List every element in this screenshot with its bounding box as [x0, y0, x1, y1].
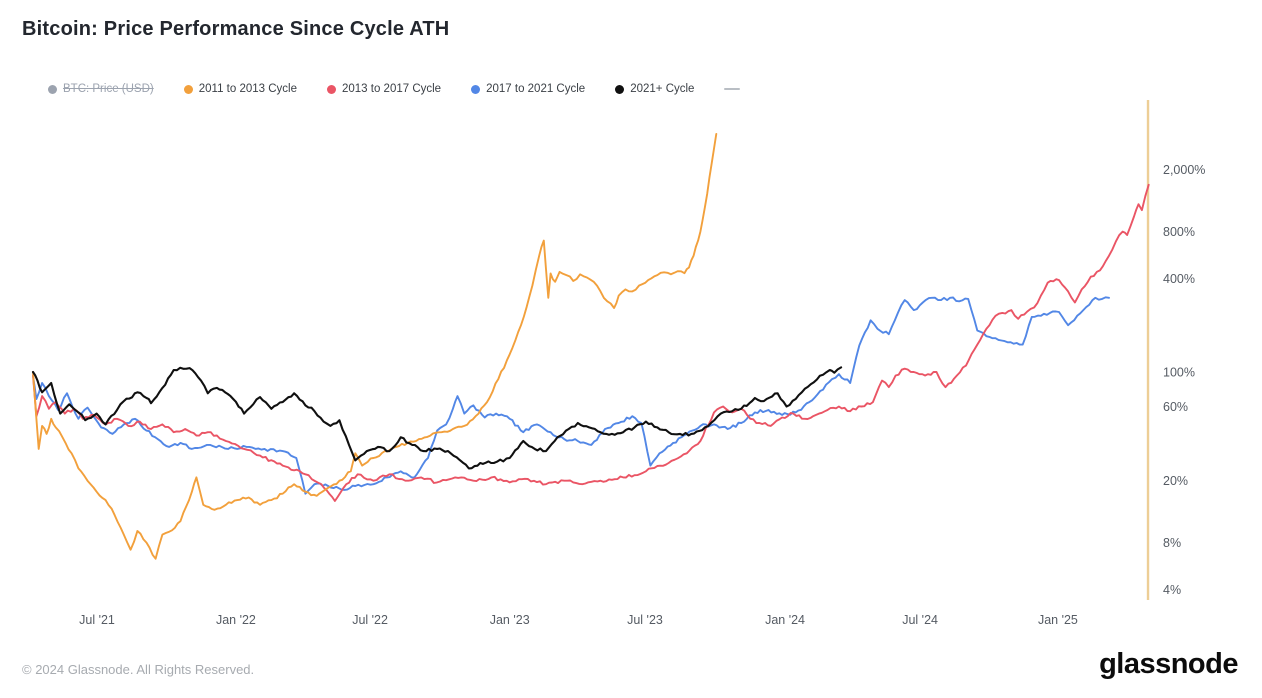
- y-axis-tick-label: 60%: [1163, 400, 1188, 414]
- legend-item-ath-line[interactable]: [724, 88, 741, 90]
- y-axis-tick-label: 20%: [1163, 474, 1188, 488]
- y-axis-tick-label: 400%: [1163, 272, 1195, 286]
- x-axis-tick-label: Jan '22: [216, 613, 256, 627]
- legend-item-label: BTC: Price (USD): [63, 83, 154, 95]
- y-axis-tick-label: 800%: [1163, 225, 1195, 239]
- page-title: Bitcoin: Price Performance Since Cycle A…: [22, 18, 450, 40]
- copyright-text: © 2024 Glassnode. All Rights Reserved.: [22, 662, 255, 677]
- series-line-2011-to-2013-cycle: [32, 132, 718, 560]
- x-axis-tick-label: Jul '21: [79, 613, 115, 627]
- y-axis-tick-label: 4%: [1163, 583, 1181, 597]
- y-axis-tick-label: 100%: [1163, 366, 1195, 380]
- legend-item-label: 2017 to 2021 Cycle: [486, 83, 586, 95]
- series-line-2017-to-2021-cycle: [32, 296, 1110, 495]
- legend-item-2013-to-2017-cycle[interactable]: 2013 to 2017 Cycle: [326, 83, 442, 95]
- x-axis-tick-label: Jan '25: [1038, 613, 1078, 627]
- line-swatch-icon: [724, 88, 741, 90]
- dot-swatch-icon: [471, 84, 481, 94]
- series-line-2013-to-2017-cycle: [32, 183, 1150, 502]
- legend-item-label: 2011 to 2013 Cycle: [198, 83, 297, 95]
- x-axis-tick-label: Jul '22: [352, 613, 388, 627]
- dot-swatch-icon: [615, 84, 625, 94]
- x-axis-tick-label: Jan '23: [490, 613, 530, 627]
- legend-item-label: 2021+ Cycle: [630, 83, 695, 95]
- x-axis-tick-label: Jul '24: [902, 613, 938, 627]
- legend-item-2011-to-2013-cycle[interactable]: 2011 to 2013 Cycle: [183, 83, 297, 95]
- x-axis-tick-label: Jan '24: [765, 613, 805, 627]
- series-line-2021-cycle: [31, 366, 843, 470]
- x-axis-tick-label: Jul '23: [627, 613, 663, 627]
- legend-item-2021-cycle[interactable]: 2021+ Cycle: [615, 83, 694, 95]
- legend-item-2017-to-2021-cycle[interactable]: 2017 to 2021 Cycle: [471, 83, 585, 95]
- y-axis-tick-label: 2,000%: [1163, 163, 1205, 177]
- chart-legend: BTC: Price (USD) 2011 to 2013 Cycle 2013 t…: [48, 83, 741, 95]
- legend-item-btc-price-usd[interactable]: BTC: Price (USD): [48, 83, 154, 95]
- dot-swatch-icon: [48, 84, 57, 94]
- y-axis-tick-label: 8%: [1163, 536, 1181, 550]
- dot-swatch-icon: [326, 84, 336, 94]
- glassnode-logo: glassnode: [1099, 648, 1238, 680]
- legend-item-label: 2013 to 2017 Cycle: [341, 83, 442, 95]
- dot-swatch-icon: [183, 84, 193, 94]
